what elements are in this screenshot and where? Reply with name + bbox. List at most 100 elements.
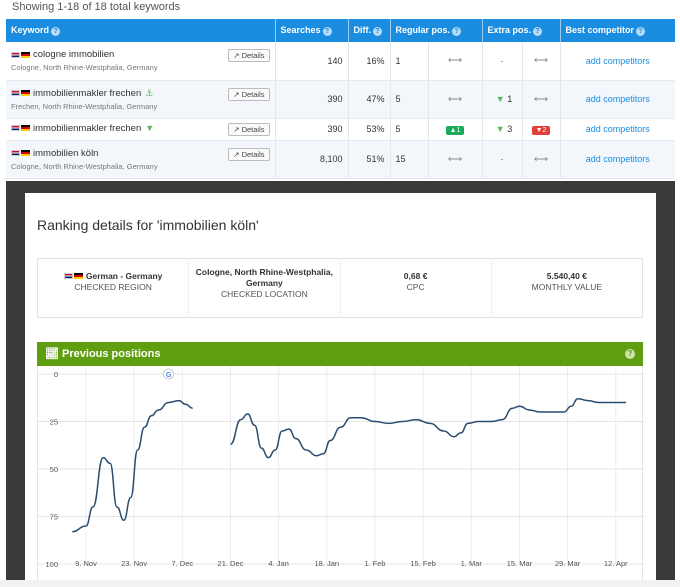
monthly-value: 5.540,40 € MONTHLY VALUE [531, 271, 603, 292]
series-line [230, 397, 627, 459]
table-row[interactable]: ↗ Details immobilienmakler frechen ▼ 390 … [6, 118, 675, 141]
keyword-location: Cologne, North Rhine-Westphalia, Germany [11, 161, 158, 171]
positions-chart-svg: 0 25 50 75 100 9. Nov 23. Nov 7. Dec 21. Dec 4. J… [38, 366, 644, 569]
flag-icon [11, 90, 30, 96]
x-tick-label: 23. Nov [121, 559, 147, 568]
map-pin-icon: ▼ [145, 123, 155, 133]
help-icon: ? [533, 26, 543, 36]
x-tick-label: 1. Mar [461, 559, 483, 568]
rank-down-badge: ▼2 [531, 125, 551, 135]
searches-cell: 8,100 [275, 140, 349, 179]
keyword-text: immobilien köln [33, 147, 99, 159]
flag-icon [11, 51, 30, 58]
map-pin-icon: ▼ [495, 94, 505, 104]
flag-icon [63, 273, 83, 279]
details-button[interactable]: ↗ Details [228, 147, 270, 161]
x-tick-label: 9. Nov [75, 559, 97, 568]
y-tick-label: 100 [45, 560, 58, 569]
searches-cell: 390 [275, 80, 349, 119]
no-change-icon: ⟷ [533, 153, 549, 165]
map-pin-icon: ▼ [495, 124, 505, 134]
cpc: 0,68 € CPC [341, 259, 492, 317]
series-line [72, 399, 193, 533]
keyword-text: immobilienmakler frechen [33, 87, 142, 99]
col-searches[interactable]: Searches? [275, 19, 349, 42]
x-tick-label: 1. Feb [364, 559, 385, 568]
no-change-icon: ⟷ [447, 55, 463, 67]
x-tick-label: 4. Jan [268, 559, 288, 568]
x-tick-label: 21. Dec [218, 559, 244, 568]
google-icon [163, 368, 175, 380]
panel-title: Ranking details for 'immobilien köln' [37, 217, 259, 233]
help-icon: ? [373, 26, 382, 36]
keyword-location: Frechen, North Rhine-Westphalia, Germany [11, 101, 158, 111]
help-icon: ? [51, 26, 61, 36]
col-keyword[interactable]: Keyword? [6, 19, 276, 42]
checked-location: Cologne, North Rhine-Westphalia, Germany… [189, 259, 341, 317]
add-competitors-link[interactable]: add competitors [560, 42, 675, 81]
details-button[interactable]: ↗ Details [228, 122, 270, 136]
table-row[interactable]: ↗ Details cologne immobilien Cologne, No… [6, 42, 675, 81]
diff-cell: 47% [348, 80, 391, 119]
col-diff[interactable]: Diff.? [348, 19, 391, 42]
details-button[interactable]: ↗ Details [228, 49, 270, 63]
help-icon: ? [452, 26, 462, 36]
regular-pos-cell: 5 [390, 118, 429, 141]
add-competitors-link[interactable]: add competitors [560, 140, 675, 179]
add-competitors-link[interactable]: add competitors [560, 80, 675, 119]
help-icon: ? [322, 26, 332, 36]
table-row[interactable]: ↗ Details immobilien köln Cologne, North… [6, 140, 675, 179]
diff-cell: 16% [348, 42, 391, 81]
flag-icon [11, 125, 30, 131]
keyword-location: Cologne, North Rhine-Westphalia, Germany [11, 63, 158, 73]
regular-pos-cell: 5 [390, 80, 429, 119]
no-change-icon: ⟷ [447, 153, 463, 165]
add-competitors-link[interactable]: add competitors [560, 118, 675, 141]
details-button[interactable]: ↗ Details [228, 87, 270, 101]
no-change-icon: ⟷ [447, 93, 463, 105]
rank-up-badge: ▲1 [445, 125, 465, 135]
extra-pos-cell: 3 [507, 124, 513, 134]
x-tick-label: 18. Jan [314, 559, 339, 568]
no-change-icon: ⟷ [533, 55, 549, 67]
x-tick-label: 29. Mar [555, 559, 581, 568]
status-strip [0, 580, 680, 587]
table-row[interactable]: ↗ Details immobilienmakler frechen ⚓︎ Fre… [6, 80, 675, 119]
extra-pos-cell: - [482, 140, 523, 179]
previous-positions-header: 📈︎ Previous positions ? [37, 342, 643, 366]
help-icon[interactable]: ? [625, 349, 635, 359]
positions-chart: 0 25 50 75 100 9. Nov 23. Nov 7. Dec 21. Dec 4. J… [37, 366, 644, 587]
keywords-table: Keyword? Searches? Diff.? Regular pos.? … [6, 19, 675, 179]
table-header-row: Keyword? Searches? Diff.? Regular pos.? … [6, 19, 675, 42]
google-icon-label: G [166, 372, 172, 379]
searches-cell: 140 [275, 42, 349, 81]
flag-icon [11, 150, 30, 156]
chart-icon: 📈︎ [45, 348, 59, 360]
results-summary: Showing 1-18 of 18 total keywords [12, 1, 181, 13]
col-extra-pos[interactable]: Extra pos.? [482, 19, 561, 42]
keyword-text: immobilienmakler frechen [33, 122, 142, 134]
extra-pos-cell: - [482, 42, 523, 81]
x-tick-label: 15. Feb [410, 559, 435, 568]
y-tick-label: 50 [50, 465, 58, 474]
ranking-info-box: German - Germany CHECKED REGION Cologne,… [37, 258, 643, 318]
searches-cell: 390 [275, 118, 349, 141]
y-tick-label: 25 [50, 418, 58, 427]
regular-pos-cell: 1 [390, 42, 429, 81]
ranking-details-panel: Ranking details for 'immobilien köln' Ge… [25, 193, 656, 587]
map-pin-icon: ⚓︎ [145, 87, 154, 98]
extra-pos-cell: 1 [507, 94, 513, 104]
checked-region: German - Germany CHECKED REGION [38, 259, 190, 317]
keyword-text: cologne immobilien [33, 49, 115, 61]
diff-cell: 53% [348, 118, 391, 141]
help-icon: ? [636, 26, 646, 36]
x-tick-label: 12. Apr [604, 559, 628, 568]
y-tick-label: 0 [54, 370, 58, 379]
regular-pos-cell: 15 [390, 140, 429, 179]
diff-cell: 51% [348, 140, 391, 179]
col-best-competitor[interactable]: Best competitor? [560, 19, 675, 42]
x-tick-label: 15. Mar [507, 559, 533, 568]
y-tick-label: 75 [50, 513, 58, 522]
no-change-icon: ⟷ [533, 93, 549, 105]
col-regular-pos[interactable]: Regular pos.? [390, 19, 483, 42]
